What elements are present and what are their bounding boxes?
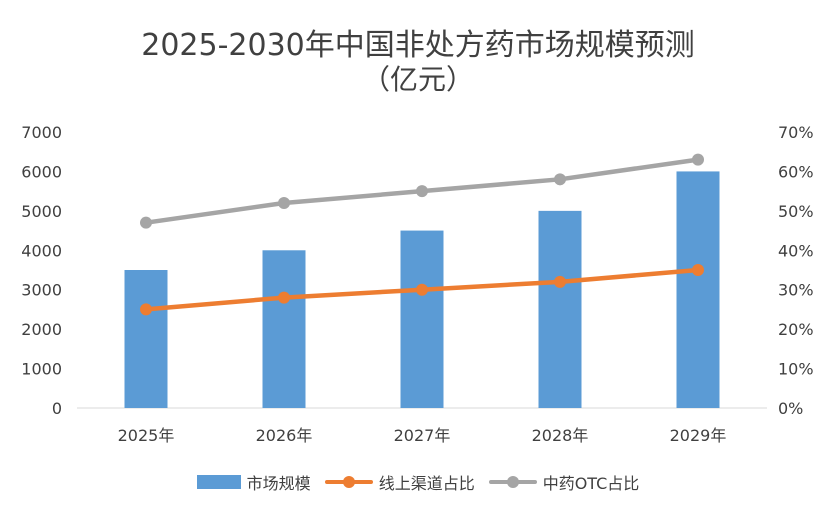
y-axis-tick-label: 6000	[21, 162, 62, 181]
legend-swatch-line	[488, 475, 537, 489]
bar	[676, 171, 720, 408]
line-point	[692, 153, 704, 166]
legend-swatch-bar	[196, 475, 241, 489]
x-axis-tick-label: 2028年	[532, 426, 589, 445]
chart-title: 2025-2030年中国非处方药市场规模预测	[141, 28, 695, 63]
y2-axis-tick-label: 50%	[778, 202, 814, 221]
line-point	[692, 264, 704, 276]
legend-label: 市场规模	[246, 474, 311, 493]
y2-axis-tick-label: 0%	[778, 399, 803, 418]
line-point	[554, 173, 566, 186]
line-point	[416, 283, 428, 296]
y2-axis-tick-label: 70%	[778, 123, 814, 142]
legend-swatch-line	[324, 475, 373, 489]
x-axis-tick-label: 2029年	[670, 426, 727, 445]
legend-label: 中药OTC占比	[542, 474, 640, 493]
y2-axis-tick-label: 60%	[778, 162, 814, 181]
y-axis-tick-label: 2000	[21, 320, 62, 339]
legend-item-market-size: 市场规模	[196, 470, 311, 494]
y2-axis-tick-label: 30%	[778, 281, 814, 300]
bar	[538, 210, 582, 408]
legend-item-online-share: 线上渠道占比	[324, 470, 475, 494]
y2-axis-tick-label: 10%	[778, 360, 814, 379]
y2-axis-tick-label: 20%	[778, 320, 814, 339]
y-axis-tick-label: 7000	[21, 123, 62, 142]
x-axis-tick-label: 2025年	[118, 426, 175, 445]
y2-axis-tick-label: 40%	[778, 241, 814, 260]
x-axis-tick-label: 2027年	[394, 426, 451, 445]
line-point	[554, 275, 566, 288]
line-point	[140, 303, 152, 316]
bar	[262, 250, 306, 408]
line-point	[416, 185, 428, 198]
y-axis-tick-label: 5000	[21, 202, 62, 221]
bar	[400, 230, 444, 408]
y-axis-tick-label: 1000	[21, 360, 62, 379]
legend-item-tcm-otc-share: 中药OTC占比	[488, 470, 640, 494]
y-axis-tick-label: 3000	[21, 281, 62, 300]
chart-subtitle: （亿元）	[361, 63, 474, 96]
bar	[124, 270, 168, 408]
line-point	[140, 216, 152, 229]
line-point	[278, 196, 290, 209]
y-axis-tick-label: 0	[52, 399, 62, 418]
x-axis-tick-label: 2026年	[256, 426, 313, 445]
line-point	[278, 291, 290, 304]
chart-legend: 市场规模 线上渠道占比 中药OTC占比	[0, 470, 836, 494]
y-axis-tick-label: 4000	[21, 241, 62, 260]
legend-label: 线上渠道占比	[378, 474, 475, 493]
